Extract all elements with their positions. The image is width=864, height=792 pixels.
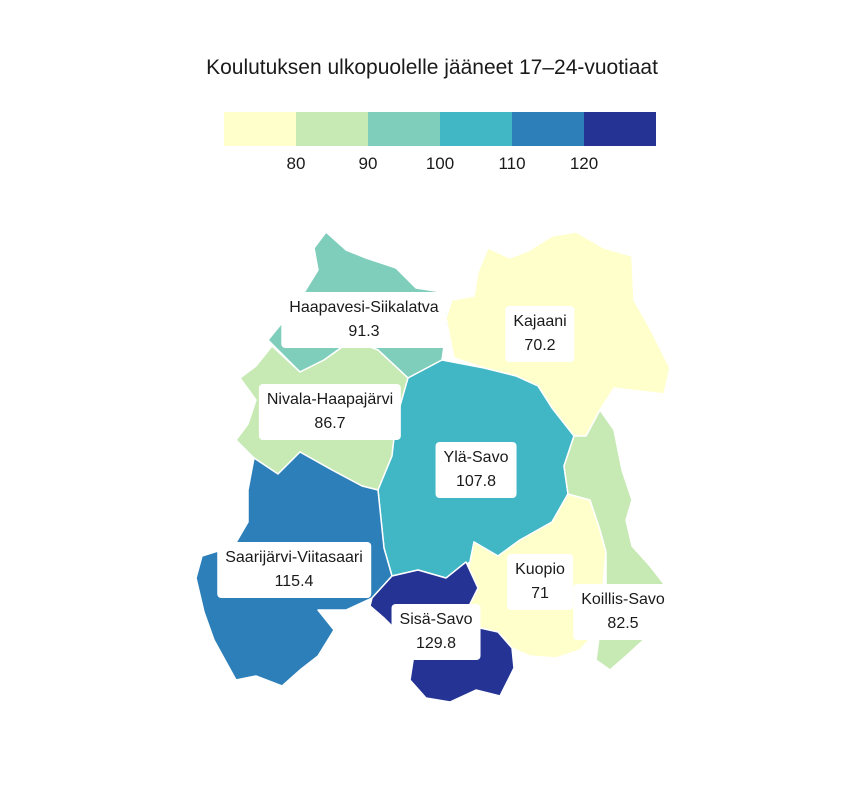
region-label: Saarijärvi-Viitasaari 115.4 bbox=[217, 542, 371, 598]
legend-swatch bbox=[296, 112, 368, 146]
legend-swatch bbox=[368, 112, 440, 146]
region-label: Nivala-Haapajärvi 86.7 bbox=[258, 384, 402, 440]
region-label: Kajaani 70.2 bbox=[505, 306, 575, 362]
region-name: Haapavesi-Siikalatva bbox=[289, 299, 439, 316]
legend-tick: 90 bbox=[358, 154, 378, 173]
legend-swatch bbox=[512, 112, 584, 146]
region-value: 70.2 bbox=[524, 337, 556, 354]
region-name: Ylä-Savo bbox=[443, 449, 509, 466]
region-label: Kuopio 71 bbox=[507, 554, 573, 610]
region-label: Koillis-Savo 82.5 bbox=[573, 584, 673, 640]
region-name: Sisä-Savo bbox=[399, 611, 473, 628]
color-legend bbox=[224, 112, 656, 146]
region-name: Kuopio bbox=[515, 561, 565, 578]
region-value: 115.4 bbox=[274, 573, 314, 590]
legend-swatch bbox=[224, 112, 296, 146]
region-value: 91.3 bbox=[348, 323, 380, 340]
legend-tick: 110 bbox=[498, 154, 526, 173]
region-value: 82.5 bbox=[607, 615, 639, 632]
region-value: 86.7 bbox=[314, 415, 346, 432]
region-name: Kajaani bbox=[513, 313, 567, 330]
region-name: Saarijärvi-Viitasaari bbox=[225, 549, 363, 566]
region-value: 107.8 bbox=[455, 473, 497, 490]
legend-swatch bbox=[584, 112, 656, 146]
region-label: Sisä-Savo 129.8 bbox=[391, 604, 481, 660]
legend-swatch bbox=[440, 112, 512, 146]
region-value: 71 bbox=[531, 585, 549, 602]
legend-tick: 100 bbox=[425, 154, 455, 173]
legend-tick: 120 bbox=[569, 154, 599, 173]
region-name: Koillis-Savo bbox=[581, 591, 665, 608]
region-label: Ylä-Savo 107.8 bbox=[435, 442, 517, 498]
region-value: 129.8 bbox=[415, 635, 457, 652]
legend-tick: 80 bbox=[286, 154, 306, 173]
region-label: Haapavesi-Siikalatva 91.3 bbox=[281, 292, 447, 348]
region-name: Nivala-Haapajärvi bbox=[266, 391, 394, 408]
chart-title: Koulutuksen ulkopuolelle jääneet 17–24-v… bbox=[206, 56, 658, 79]
